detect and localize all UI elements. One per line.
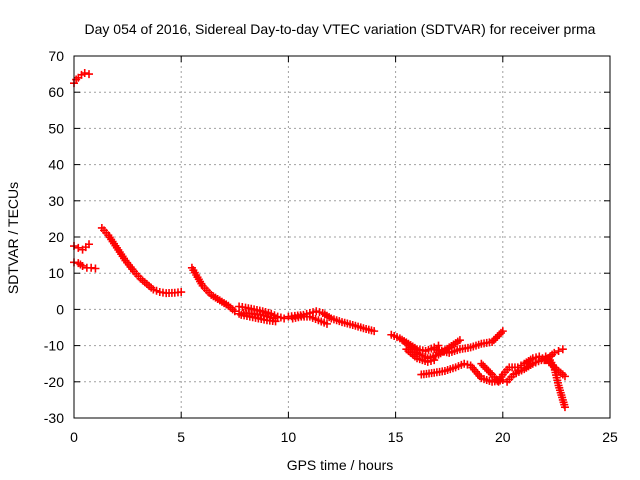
y-tick-label: 60 [48,84,64,100]
data-point [80,69,89,78]
data-point [484,366,493,375]
data-point [91,264,100,273]
data-point [370,327,379,336]
y-tick-label: 20 [48,229,64,245]
x-tick-label: 0 [70,429,78,445]
data-point [430,356,439,365]
data-point [491,334,500,343]
data-point [486,368,495,377]
data-point [477,359,486,368]
y-tick-label: 10 [48,265,64,281]
data-point [177,288,186,297]
data-point [497,328,506,337]
data-points [70,69,569,412]
data-point [495,330,504,339]
y-tick-label: -10 [44,338,64,354]
data-point [560,403,569,412]
data-point [230,307,239,316]
series-arc-13 [430,327,507,357]
grid [74,56,610,418]
series-arc-14 [417,359,507,386]
y-tick-label: -30 [44,410,64,426]
series-arc-1 [70,69,94,88]
data-point [322,319,331,328]
data-point [550,348,559,357]
y-tick-label: 30 [48,193,64,209]
data-point [271,317,280,326]
data-point [479,361,488,370]
data-point [85,70,94,79]
y-tick-label: -20 [44,374,64,390]
data-point [493,332,502,341]
data-point [74,243,83,252]
x-axis-label: GPS time / hours [287,457,394,473]
x-tick-label: 5 [177,429,185,445]
data-point [560,372,569,381]
axis-ticks: 0 5 10 15 20 25 -30 -20 -10 0 10 20 30 40 50 60 70 [44,48,618,445]
series-arc-9 [288,312,331,328]
data-point [488,337,497,346]
y-tick-label: 70 [48,48,64,64]
series-arc-17 [541,352,569,381]
data-point [85,240,94,249]
data-point [558,345,567,354]
series-arc-15 [477,345,567,386]
series-arc-7 [237,310,280,326]
data-point [455,336,464,345]
data-point [280,314,289,323]
series-arc-12 [402,345,439,366]
x-tick-label: 10 [281,429,297,445]
data-point [489,336,498,345]
y-axis-label: SDTVAR / TECUs [5,182,21,294]
series-arc-8 [284,307,379,336]
data-point [480,363,489,372]
x-tick-label: 15 [388,429,404,445]
x-tick-label: 20 [495,429,511,445]
x-tick-label: 25 [602,429,618,445]
data-point [78,261,87,270]
data-point [554,347,563,356]
data-point [482,365,491,374]
y-tick-label: 50 [48,120,64,136]
y-tick-label: 0 [56,301,64,317]
series-arc-4 [97,223,186,298]
series-arc-6 [235,302,289,323]
chart-title: Day 054 of 2016, Sidereal Day-to-day VTE… [85,21,596,37]
y-tick-label: 40 [48,157,64,173]
data-point [498,327,507,336]
